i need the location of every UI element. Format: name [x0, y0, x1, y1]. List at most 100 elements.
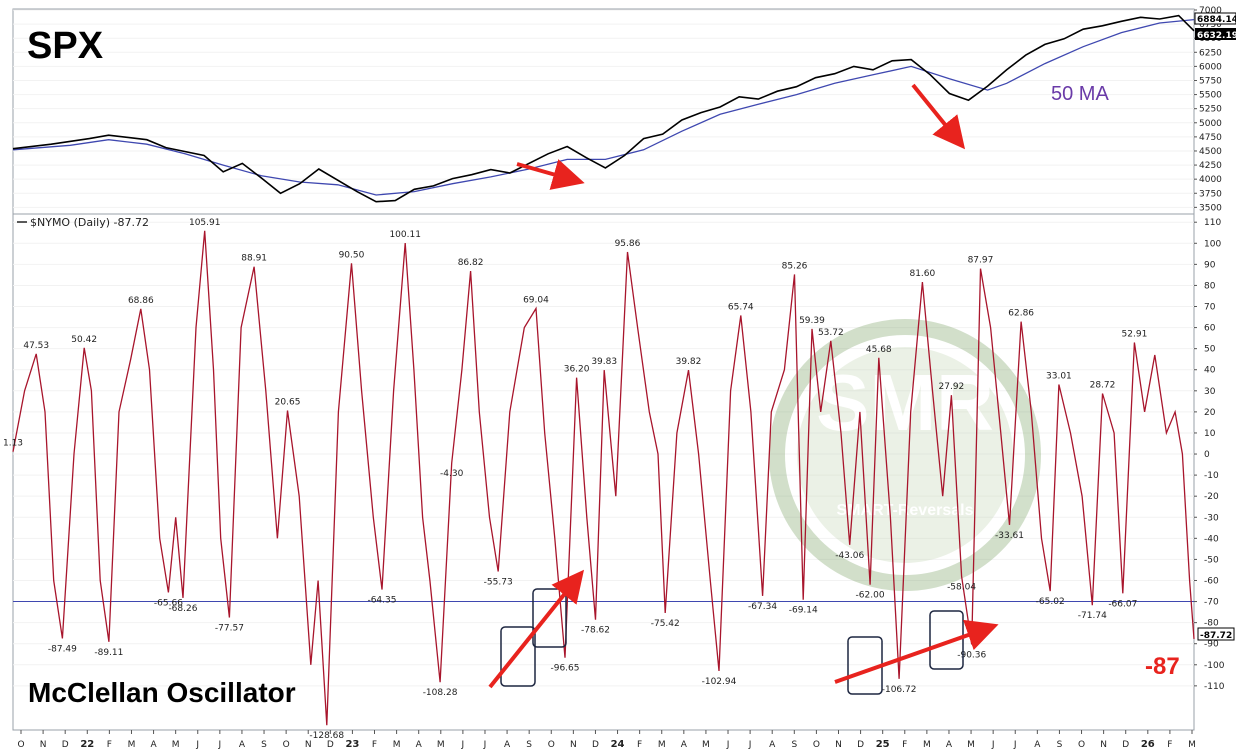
x-tick-label: D [1122, 740, 1129, 750]
x-tick-label: M [967, 740, 975, 750]
x-tick-label: J [748, 740, 752, 750]
osc-tick-label: 10 [1204, 429, 1216, 439]
x-tick-label: N [570, 740, 577, 750]
x-tick-label: A [769, 740, 776, 750]
x-tick-label: M [437, 740, 445, 750]
peak-label: -71.74 [1078, 611, 1107, 621]
x-tick-label: O [548, 740, 555, 750]
x-tick-label: N [1100, 740, 1107, 750]
peak-label: 87.97 [968, 256, 994, 266]
x-tick-label: D [592, 740, 599, 750]
x-tick-label: M [172, 740, 180, 750]
peak-label: 85.26 [782, 261, 808, 271]
peak-label: 1.13 [3, 439, 23, 449]
peak-label: -62.00 [856, 591, 885, 601]
peak-label: 105.91 [189, 218, 221, 228]
osc-tick-label: -40 [1204, 534, 1219, 544]
peak-label: 52.91 [1122, 330, 1148, 340]
peak-label: 39.83 [591, 357, 617, 367]
x-axis-months: O N D 22 F M A M J J A S O N D 23 F M A M J J A S O N D 24 F M A M J J A S O… [17, 730, 1196, 750]
spx-tick-label: 5000 [1199, 119, 1222, 129]
peak-label: 53.72 [818, 328, 844, 338]
highlight-box-1 [500, 626, 536, 687]
peak-label: -78.62 [581, 626, 610, 636]
peak-label: 68.86 [128, 296, 154, 306]
peak-label: 33.01 [1046, 371, 1072, 381]
osc-tick-label: 70 [1204, 303, 1216, 313]
peak-label: 100.11 [389, 230, 421, 240]
peak-label: 45.68 [866, 345, 892, 355]
peak-label: 88.91 [241, 254, 267, 264]
osc-tick-label: -100 [1204, 661, 1225, 671]
x-tick-label: O [283, 740, 290, 750]
x-tick-label: A [681, 740, 688, 750]
osc-tick-label: -90 [1204, 640, 1219, 650]
watermark-logo: SMR SMART-Reversals [769, 319, 1041, 591]
spx-tick-label: 3500 [1199, 203, 1222, 213]
peak-label: -64.35 [367, 596, 396, 606]
osc-tick-label: -110 [1204, 682, 1225, 692]
osc-tick-label: 80 [1204, 281, 1216, 291]
x-tick-label: N [305, 740, 312, 750]
spx-last-value-box-1 [1194, 12, 1236, 25]
x-tick-label: M [702, 740, 710, 750]
peak-label: 62.86 [1008, 309, 1034, 319]
osc-tick-label: 60 [1204, 324, 1216, 334]
osc-tick-label: 90 [1204, 260, 1216, 270]
x-tick-label: D [62, 740, 69, 750]
spx-tick-label: 6250 [1199, 48, 1222, 58]
x-tick-label: M [393, 740, 401, 750]
peak-label: -75.42 [651, 619, 680, 629]
peak-label: -4.30 [440, 469, 464, 479]
spx-panel-frame [12, 8, 1195, 215]
highlight-box-4 [929, 610, 964, 670]
x-tick-label: M [658, 740, 666, 750]
oscillator-rising-lows-arrow-2 [834, 619, 999, 684]
nymo-last-value-box [1197, 627, 1235, 641]
osc-tick-label: 20 [1204, 408, 1216, 418]
peak-label: -58.04 [947, 582, 976, 592]
spx-tick-label: 5500 [1199, 91, 1222, 101]
x-tick-label: N [40, 740, 47, 750]
osc-tick-label: 30 [1204, 387, 1216, 397]
peak-label: -89.11 [94, 648, 123, 658]
peak-label: 65.74 [728, 302, 754, 312]
spx-last-value-2: 6632.19 [1197, 31, 1236, 41]
highlight-box-2 [532, 588, 567, 648]
x-tick-label: A [504, 740, 511, 750]
oscillator-y-axis: 1101009080706050403020100-10-20-30-40-50… [1194, 218, 1225, 692]
x-tick-label: D [857, 740, 864, 750]
oscillator-grid [13, 221, 1194, 687]
spx-tick-label: 6750 [1199, 20, 1222, 30]
peak-label: 20.65 [275, 398, 301, 408]
spx-50ma-line [12, 18, 1195, 196]
peak-label: 81.60 [909, 269, 935, 279]
x-tick-label: N [835, 740, 842, 750]
spx-divergence-arrow-2 [911, 83, 966, 150]
peak-label: -65.66 [154, 598, 183, 608]
osc-tick-label: -60 [1204, 576, 1219, 586]
x-tick-label: 24 [611, 739, 625, 750]
x-tick-label: J [726, 740, 730, 750]
spx-tick-label: 5750 [1199, 76, 1222, 86]
peak-label: 59.39 [799, 316, 825, 326]
peak-label: -77.57 [215, 624, 244, 634]
peak-label: -55.73 [484, 577, 513, 587]
peak-label: 47.53 [23, 341, 49, 351]
peak-label: -128.68 [309, 731, 344, 741]
x-tick-label: O [1078, 740, 1085, 750]
peak-label: -68.26 [168, 604, 197, 614]
spx-tick-label: 6000 [1199, 62, 1222, 72]
x-tick-label: J [195, 740, 199, 750]
osc-tick-label: -10 [1204, 471, 1219, 481]
spx-last-value-1: 6884.14 [1197, 15, 1236, 25]
osc-tick-label: 100 [1204, 239, 1221, 249]
osc-tick-label: -20 [1204, 492, 1219, 502]
osc-tick-label: -80 [1204, 619, 1219, 629]
x-tick-label: A [416, 740, 423, 750]
x-tick-label: S [526, 740, 532, 750]
peak-label: -67.34 [748, 602, 777, 612]
x-tick-label: M [128, 740, 136, 750]
peak-label: -106.72 [882, 685, 917, 695]
oscillator-title: McClellan Oscillator [28, 677, 296, 708]
